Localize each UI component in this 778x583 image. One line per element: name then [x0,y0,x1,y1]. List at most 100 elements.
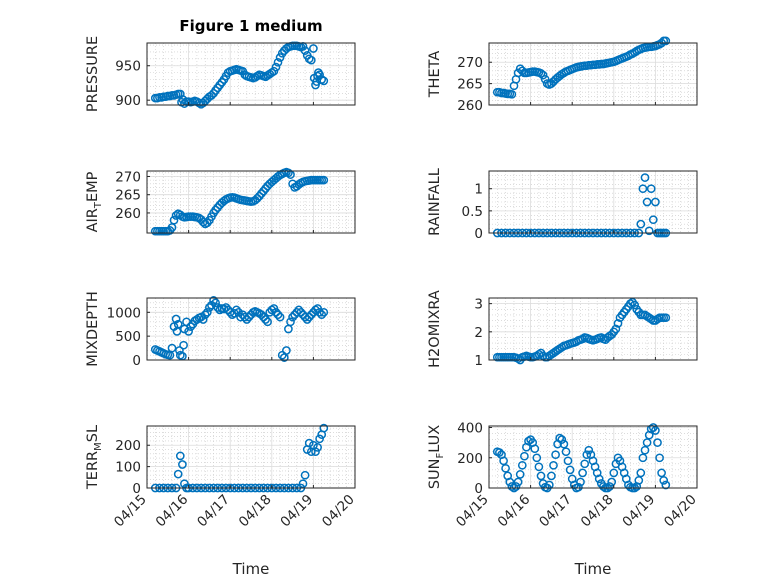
y-axis-label: H2OMIXRA [427,290,443,368]
data-point [524,436,533,446]
data-point [234,307,243,317]
data-point [648,215,658,225]
data-point [655,453,664,463]
data-point [642,438,652,447]
data-point [286,317,295,327]
data-point [636,468,646,478]
y-tick-label: 265 [115,188,141,204]
axes-box [146,170,356,234]
series-markers [150,296,329,362]
axes-box [146,42,356,106]
data-point [507,89,517,99]
data-point [288,312,297,322]
y-tick-label: 0 [132,353,141,369]
y-tick-label: 950 [115,59,141,75]
data-point [221,303,231,312]
data-point [257,310,266,320]
data-point [532,453,542,463]
data-point [634,476,644,485]
data-point [651,426,660,435]
data-point [563,456,573,466]
data-point [646,184,656,194]
data-point [507,482,517,491]
data-point [607,477,617,487]
y-axis-label: TERRMSL [85,425,104,490]
data-point [501,463,510,473]
data-point [636,219,646,229]
series-markers [492,36,671,99]
data-point [261,315,270,324]
axes-background [489,171,697,233]
data-point [540,74,550,84]
data-point [549,460,558,470]
data-point [640,173,650,182]
data-point [659,476,669,485]
data-point [300,46,310,55]
y-tick-label: 0 [474,226,483,242]
data-point [638,453,648,463]
data-point [640,445,650,455]
y-tick-label: 500 [115,329,141,345]
data-point [244,312,254,322]
data-point [184,327,193,336]
data-point [536,471,546,481]
data-point [171,211,181,220]
y-tick-label: 3 [474,297,483,313]
data-point [576,477,585,487]
y-tick-label: 1 [474,182,483,198]
data-point [269,66,279,76]
data-point [661,36,671,46]
data-point [515,470,525,479]
data-point [298,479,308,489]
y-tick-label: 1 [474,353,483,369]
data-point [171,314,181,324]
data-point [315,307,324,317]
data-point [661,313,671,323]
data-point [644,226,654,236]
data-point [179,340,188,350]
subplot-1: 900 950 PRESSURE [85,36,356,112]
data-point [495,448,504,457]
data-point [175,451,185,461]
y-axis-label: PRESSURE [85,36,101,112]
data-point [200,310,210,320]
data-point [186,322,196,331]
data-point [275,53,285,62]
series-markers [492,297,671,365]
data-point [661,480,671,490]
data-point [547,471,556,481]
data-point [309,44,318,53]
data-point [317,310,327,320]
y-tick-label: 200 [457,451,483,467]
series-markers [492,423,671,493]
data-point [273,310,283,320]
data-point [538,70,548,80]
data-point [611,324,621,334]
axes-background [147,426,355,488]
y-tick-label: 260 [115,206,141,222]
data-point [273,57,283,67]
data-point [651,197,660,207]
data-point [555,433,565,443]
figure-title: Figure 1 medium [179,17,322,35]
data-point [282,346,291,355]
data-point [315,70,324,80]
data-point [304,438,314,448]
y-tick-label: 270 [115,169,141,185]
axes-box [488,42,698,106]
y-tick-label: 100 [115,460,141,476]
data-point [257,189,266,198]
subplot-4: 0 0.5 1 RAINFALL [427,168,698,242]
data-point [561,447,571,457]
data-point [642,197,652,207]
data-point [242,315,252,324]
data-point [209,296,218,305]
axes-box [488,425,698,489]
data-point [513,68,523,78]
data-point [263,317,272,327]
data-point [534,462,544,472]
data-point [557,435,567,444]
subplot-2: 260 265 270 THETA [427,36,698,114]
y-axis-label: RAINFALL [427,168,443,236]
